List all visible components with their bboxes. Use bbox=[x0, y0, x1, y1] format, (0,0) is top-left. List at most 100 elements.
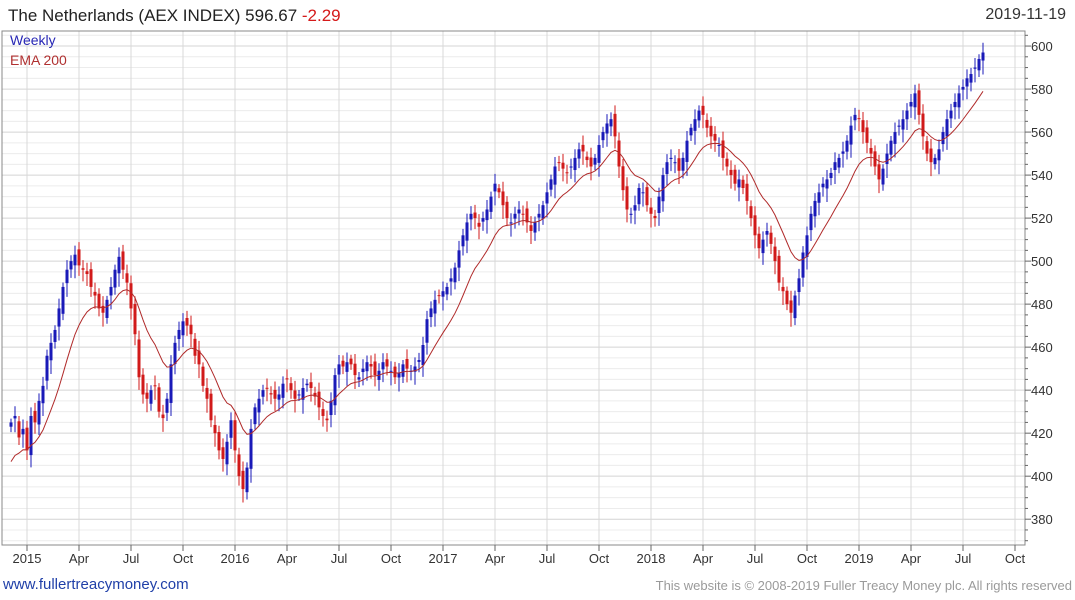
candle-body bbox=[553, 166, 557, 185]
candle-body bbox=[897, 125, 901, 127]
x-tick-label: Apr bbox=[693, 551, 714, 566]
candle-body bbox=[277, 394, 281, 400]
candle-body bbox=[345, 362, 349, 372]
candle-body bbox=[753, 215, 757, 236]
candle-body bbox=[269, 393, 273, 395]
x-tick-label: 2018 bbox=[637, 551, 666, 566]
candle-body bbox=[545, 192, 549, 204]
candle-body bbox=[301, 388, 305, 400]
y-axis: 380 400 420 440 460 480 500 520 540 560 580 600 bbox=[1025, 34, 1053, 542]
legend-ema: EMA 200 bbox=[10, 52, 67, 68]
candle-body bbox=[365, 362, 369, 372]
y-tick-label: 460 bbox=[1031, 340, 1053, 355]
x-tick-label: Jul bbox=[955, 551, 972, 566]
x-tick-label: Oct bbox=[1005, 551, 1026, 566]
y-tick-label: 480 bbox=[1031, 297, 1053, 312]
candle-body bbox=[265, 387, 269, 389]
x-tick-label: Apr bbox=[485, 551, 506, 566]
x-tick-label: Oct bbox=[381, 551, 402, 566]
candle-body bbox=[421, 344, 425, 366]
candle-body bbox=[349, 358, 353, 365]
candle-body bbox=[141, 374, 145, 395]
candle-body bbox=[25, 427, 29, 451]
candle-body bbox=[437, 295, 441, 297]
candle-body bbox=[109, 286, 113, 296]
candle-body bbox=[973, 67, 977, 69]
candle-body bbox=[601, 132, 605, 141]
candle-body bbox=[401, 364, 405, 377]
candle-body bbox=[765, 231, 769, 235]
candle-body bbox=[353, 363, 357, 376]
x-tick-label: Oct bbox=[797, 551, 818, 566]
candle-body bbox=[133, 304, 137, 335]
candle-body bbox=[169, 364, 173, 403]
x-tick-label: Apr bbox=[901, 551, 922, 566]
candle-body bbox=[13, 415, 17, 419]
site-link[interactable]: www.fullertreacymoney.com bbox=[3, 576, 189, 593]
candle-body bbox=[637, 187, 641, 205]
candle-body bbox=[329, 400, 333, 416]
candle-body bbox=[813, 200, 817, 217]
candle-body bbox=[209, 393, 213, 421]
candle-body bbox=[193, 338, 197, 356]
candle-body bbox=[145, 392, 149, 399]
candle-body bbox=[65, 269, 69, 284]
candle-body bbox=[785, 290, 789, 305]
candle-body bbox=[493, 183, 497, 192]
candle-body bbox=[945, 119, 949, 137]
candle-body bbox=[841, 151, 845, 154]
candle-body bbox=[253, 407, 257, 425]
chart-header: The Netherlands (AEX INDEX) 596.67 -2.29… bbox=[0, 0, 1075, 30]
candle-body bbox=[585, 156, 589, 161]
candle-body bbox=[17, 421, 21, 438]
chart-title: The Netherlands (AEX INDEX) 596.67 -2.29 bbox=[8, 6, 341, 26]
candle-body bbox=[121, 251, 125, 270]
candle-body bbox=[321, 409, 325, 416]
candle-body bbox=[81, 268, 85, 270]
candle-body bbox=[89, 269, 93, 287]
candle-body bbox=[249, 428, 253, 469]
candle-body bbox=[293, 390, 297, 399]
legend-weekly: Weekly bbox=[10, 32, 56, 48]
candle-body bbox=[781, 286, 785, 292]
candle-body bbox=[49, 342, 53, 361]
candle-body bbox=[229, 420, 233, 438]
candle-body bbox=[69, 261, 73, 270]
candle-body bbox=[721, 140, 725, 158]
candle-body bbox=[325, 418, 329, 421]
candle-body bbox=[589, 157, 593, 167]
candle-body bbox=[225, 441, 229, 465]
candle-body bbox=[21, 428, 25, 435]
candle-body bbox=[393, 366, 397, 378]
candle-body bbox=[457, 250, 461, 268]
candle-body bbox=[961, 86, 965, 90]
candle-body bbox=[617, 140, 621, 167]
candle-body bbox=[97, 293, 101, 309]
candle-body bbox=[797, 278, 801, 293]
candle-body bbox=[101, 305, 105, 313]
candle-body bbox=[313, 392, 317, 397]
candle-body bbox=[417, 360, 421, 362]
y-tick-label: 440 bbox=[1031, 383, 1053, 398]
x-tick-label: Oct bbox=[589, 551, 610, 566]
candle-body bbox=[317, 391, 321, 408]
candle-body bbox=[217, 431, 221, 451]
candle-body bbox=[701, 105, 705, 115]
candle-body bbox=[149, 390, 153, 404]
candle-body bbox=[309, 382, 313, 389]
candle-body bbox=[373, 361, 377, 376]
candle-body bbox=[613, 113, 617, 137]
candle-body bbox=[157, 387, 161, 412]
candle-body bbox=[949, 110, 953, 119]
candle-body bbox=[629, 213, 633, 215]
candle-body bbox=[953, 101, 957, 108]
candle-body bbox=[853, 114, 857, 121]
y-tick-label: 580 bbox=[1031, 82, 1053, 97]
candle-body bbox=[541, 205, 545, 219]
candle-body bbox=[809, 213, 813, 231]
candle-body bbox=[625, 186, 629, 210]
candle-body bbox=[729, 169, 733, 176]
candle-body bbox=[185, 318, 189, 326]
candle-body bbox=[413, 366, 417, 372]
